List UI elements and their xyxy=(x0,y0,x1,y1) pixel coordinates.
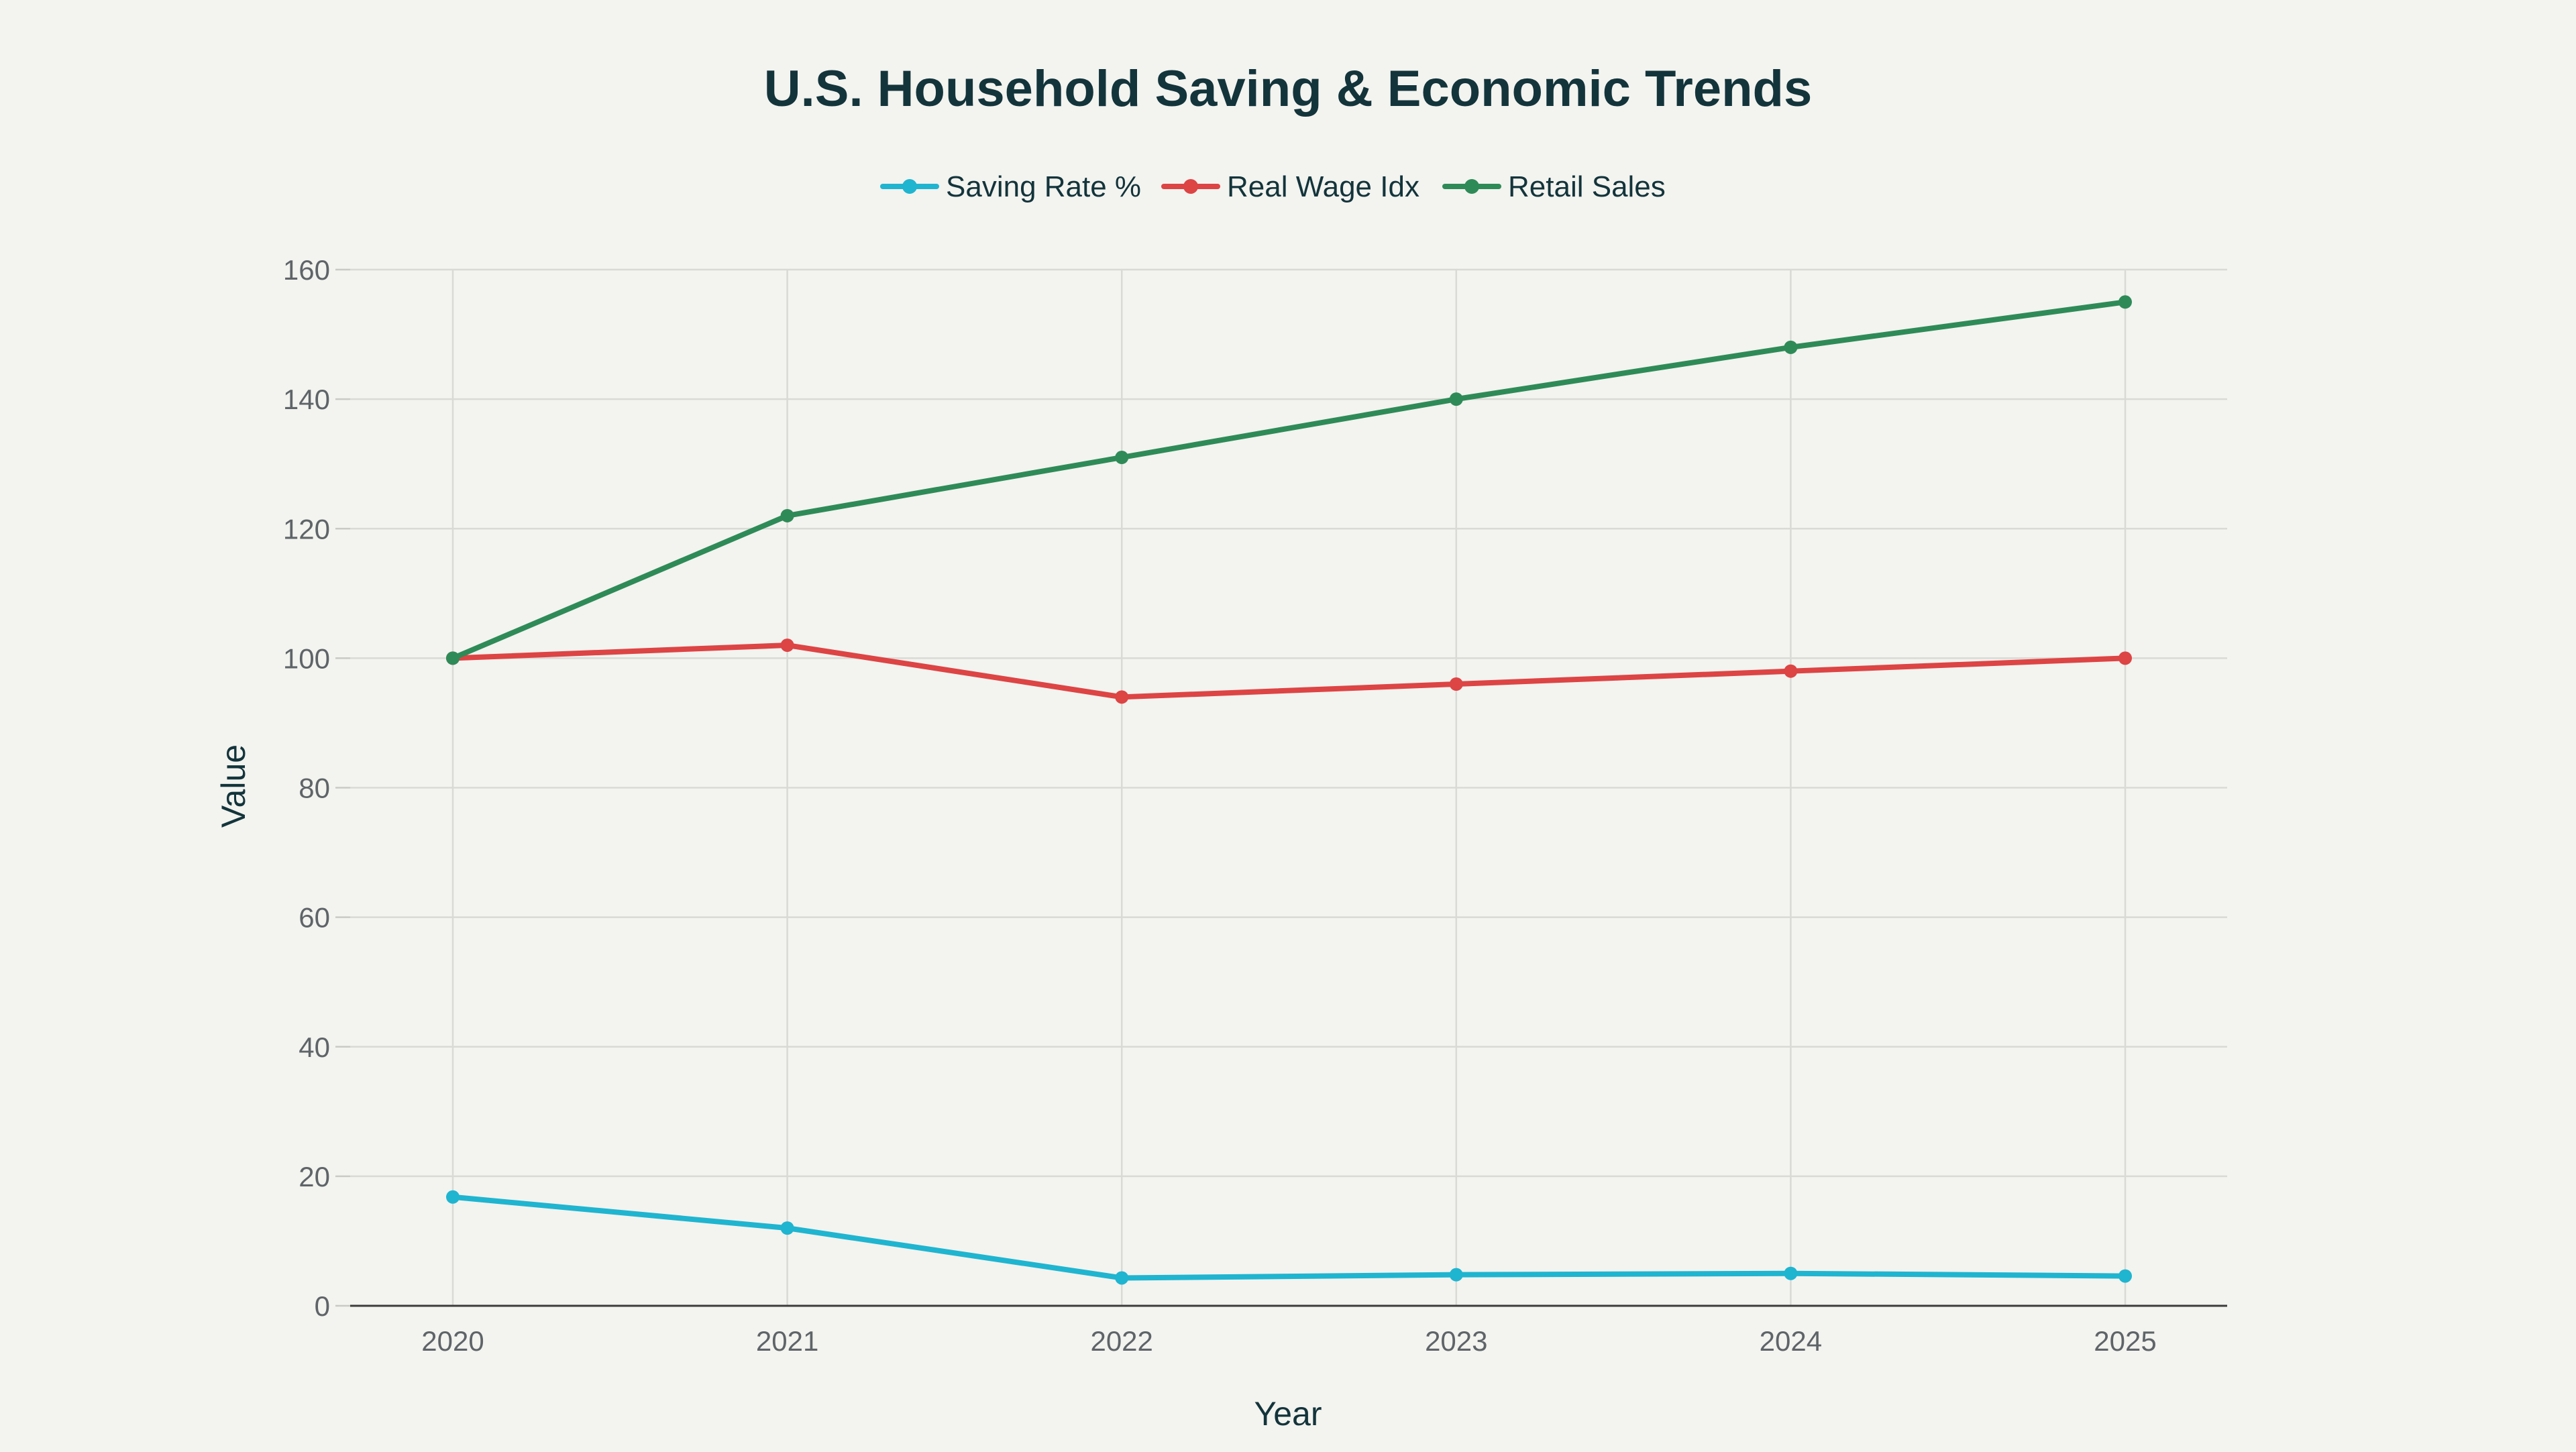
x-axis-title: Year xyxy=(1254,1395,1322,1433)
y-tick-label: 40 xyxy=(299,1031,330,1063)
data-point[interactable] xyxy=(780,508,794,522)
y-tick-label: 160 xyxy=(283,254,330,286)
y-axis-ticks: 0 20 40 60 80 100 120 140 160 xyxy=(283,254,350,1322)
data-point[interactable] xyxy=(446,1190,460,1204)
data-point[interactable] xyxy=(780,638,794,653)
data-point[interactable] xyxy=(1784,664,1798,678)
series-2 xyxy=(446,295,2132,665)
data-point[interactable] xyxy=(780,1221,794,1235)
series-line xyxy=(450,1194,2128,1281)
x-tick-label: 2021 xyxy=(756,1325,818,1357)
x-tick-label: 2022 xyxy=(1090,1325,1152,1357)
data-point[interactable] xyxy=(1784,340,1798,354)
series-layer xyxy=(446,295,2132,1285)
legend-item[interactable]: Real Wage Idx xyxy=(1161,170,1419,203)
legend[interactable]: Saving Rate % Real Wage Idx Retail Sales xyxy=(880,170,1666,203)
data-point[interactable] xyxy=(1115,690,1129,704)
y-tick-label: 60 xyxy=(299,902,330,934)
legend-item[interactable]: Retail Sales xyxy=(1442,170,1666,203)
legend-swatch-marker xyxy=(1183,179,1198,194)
data-point[interactable] xyxy=(1115,451,1129,465)
chart-title: U.S. Household Saving & Economic Trends xyxy=(764,60,1813,117)
series-line xyxy=(450,643,2128,700)
y-tick-label: 120 xyxy=(283,513,330,545)
legend-swatch-marker xyxy=(902,179,917,194)
legend-label: Saving Rate % xyxy=(946,170,1141,203)
grid xyxy=(350,268,2227,1306)
y-tick-label: 140 xyxy=(283,384,330,415)
data-point[interactable] xyxy=(2118,295,2132,309)
legend-swatch-marker xyxy=(1464,179,1479,194)
y-tick-label: 100 xyxy=(283,643,330,674)
x-tick-label: 2025 xyxy=(2094,1325,2156,1357)
data-point[interactable] xyxy=(1784,1266,1798,1280)
y-tick-label: 20 xyxy=(299,1161,330,1192)
data-point[interactable] xyxy=(1449,677,1463,691)
legend-item[interactable]: Saving Rate % xyxy=(880,170,1141,203)
x-axis-ticks: 2020 2021 2022 2023 2024 2025 xyxy=(421,1325,2156,1357)
x-tick-label: 2020 xyxy=(421,1325,484,1357)
legend-label: Retail Sales xyxy=(1508,170,1666,203)
data-point[interactable] xyxy=(1449,1268,1463,1282)
series-0 xyxy=(446,1190,2132,1285)
series-1 xyxy=(446,638,2132,704)
data-point[interactable] xyxy=(1449,392,1463,406)
x-tick-label: 2024 xyxy=(1760,1325,1822,1357)
legend-label: Real Wage Idx xyxy=(1227,170,1419,203)
data-point[interactable] xyxy=(446,651,460,665)
y-tick-label: 80 xyxy=(299,773,330,804)
y-tick-label: 0 xyxy=(315,1290,330,1322)
data-point[interactable] xyxy=(2118,651,2132,665)
x-tick-label: 2023 xyxy=(1425,1325,1487,1357)
y-axis-title: Value xyxy=(215,744,252,828)
data-point[interactable] xyxy=(1115,1271,1129,1285)
data-point[interactable] xyxy=(2118,1269,2132,1283)
series-line xyxy=(450,299,2128,661)
